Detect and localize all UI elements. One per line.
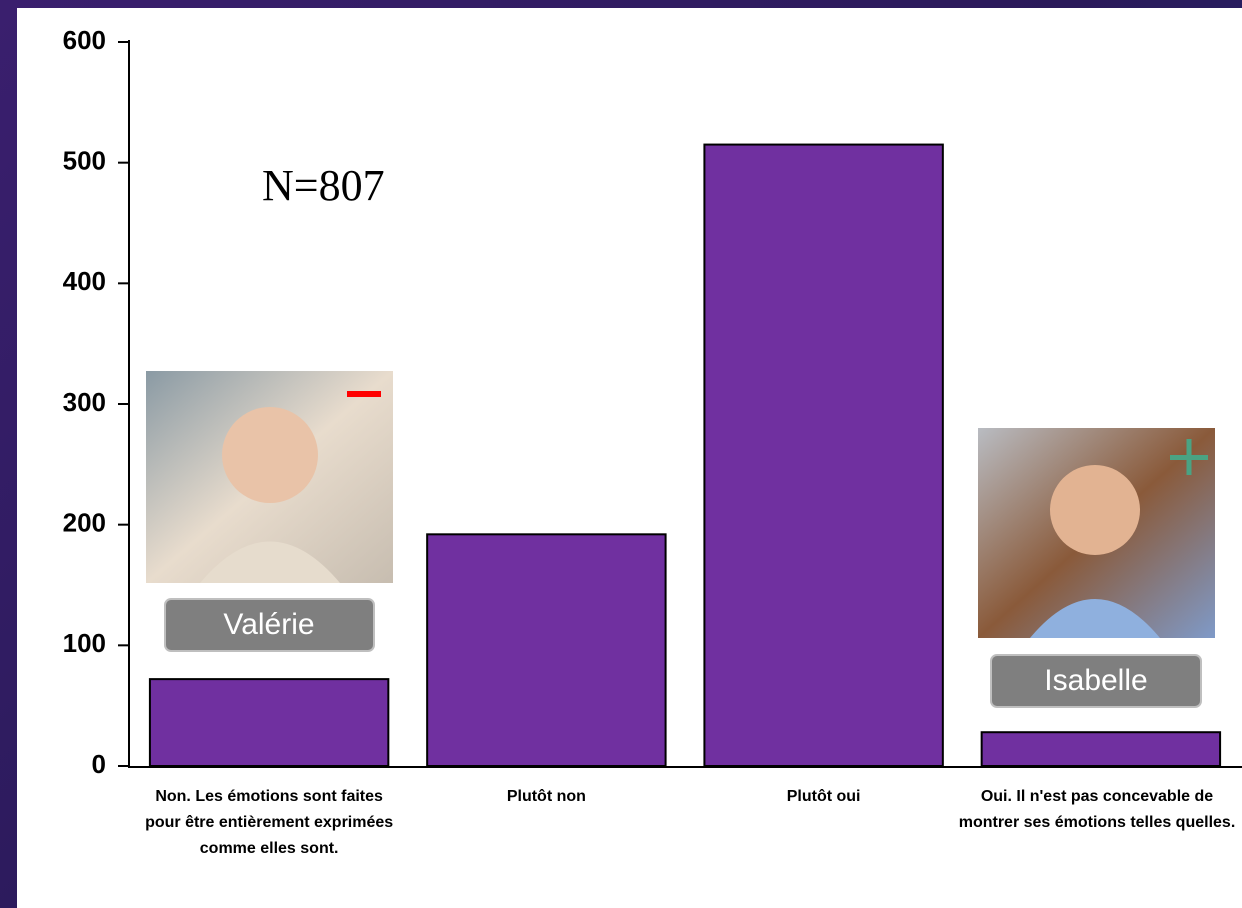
- bar: [148, 678, 390, 767]
- y-tick-label: 500: [63, 146, 106, 176]
- y-tick-label: 200: [63, 508, 106, 538]
- y-tick-label: 0: [92, 749, 106, 779]
- photo-body: [1030, 599, 1160, 638]
- photo-face: [222, 407, 318, 503]
- photo-face: [1050, 465, 1140, 555]
- name-label: Isabelle: [1044, 664, 1147, 697]
- name-label: Valérie: [223, 608, 314, 641]
- plus-sign: [1186, 439, 1192, 475]
- annotation: N=807: [262, 161, 385, 210]
- x-tick-label: Oui. Il n'est pas concevable de montrer …: [958, 788, 1236, 831]
- bar: [426, 533, 667, 767]
- minus-sign: [347, 391, 381, 397]
- name-tag: [164, 598, 375, 652]
- bar: [980, 731, 1222, 767]
- y-tick-label: 400: [63, 266, 106, 296]
- name-tag: [990, 654, 1202, 708]
- y-tick-label: 300: [63, 387, 106, 417]
- x-tick-label: Plutôt non: [506, 788, 586, 805]
- x-tick-label: Non. Les émotions sont faites pour être …: [145, 788, 394, 857]
- y-tick-label: 600: [63, 25, 106, 55]
- y-tick-label: 100: [63, 628, 106, 658]
- photo-body: [200, 541, 340, 583]
- bar: [703, 143, 944, 768]
- x-tick-label: Plutôt oui: [786, 788, 861, 805]
